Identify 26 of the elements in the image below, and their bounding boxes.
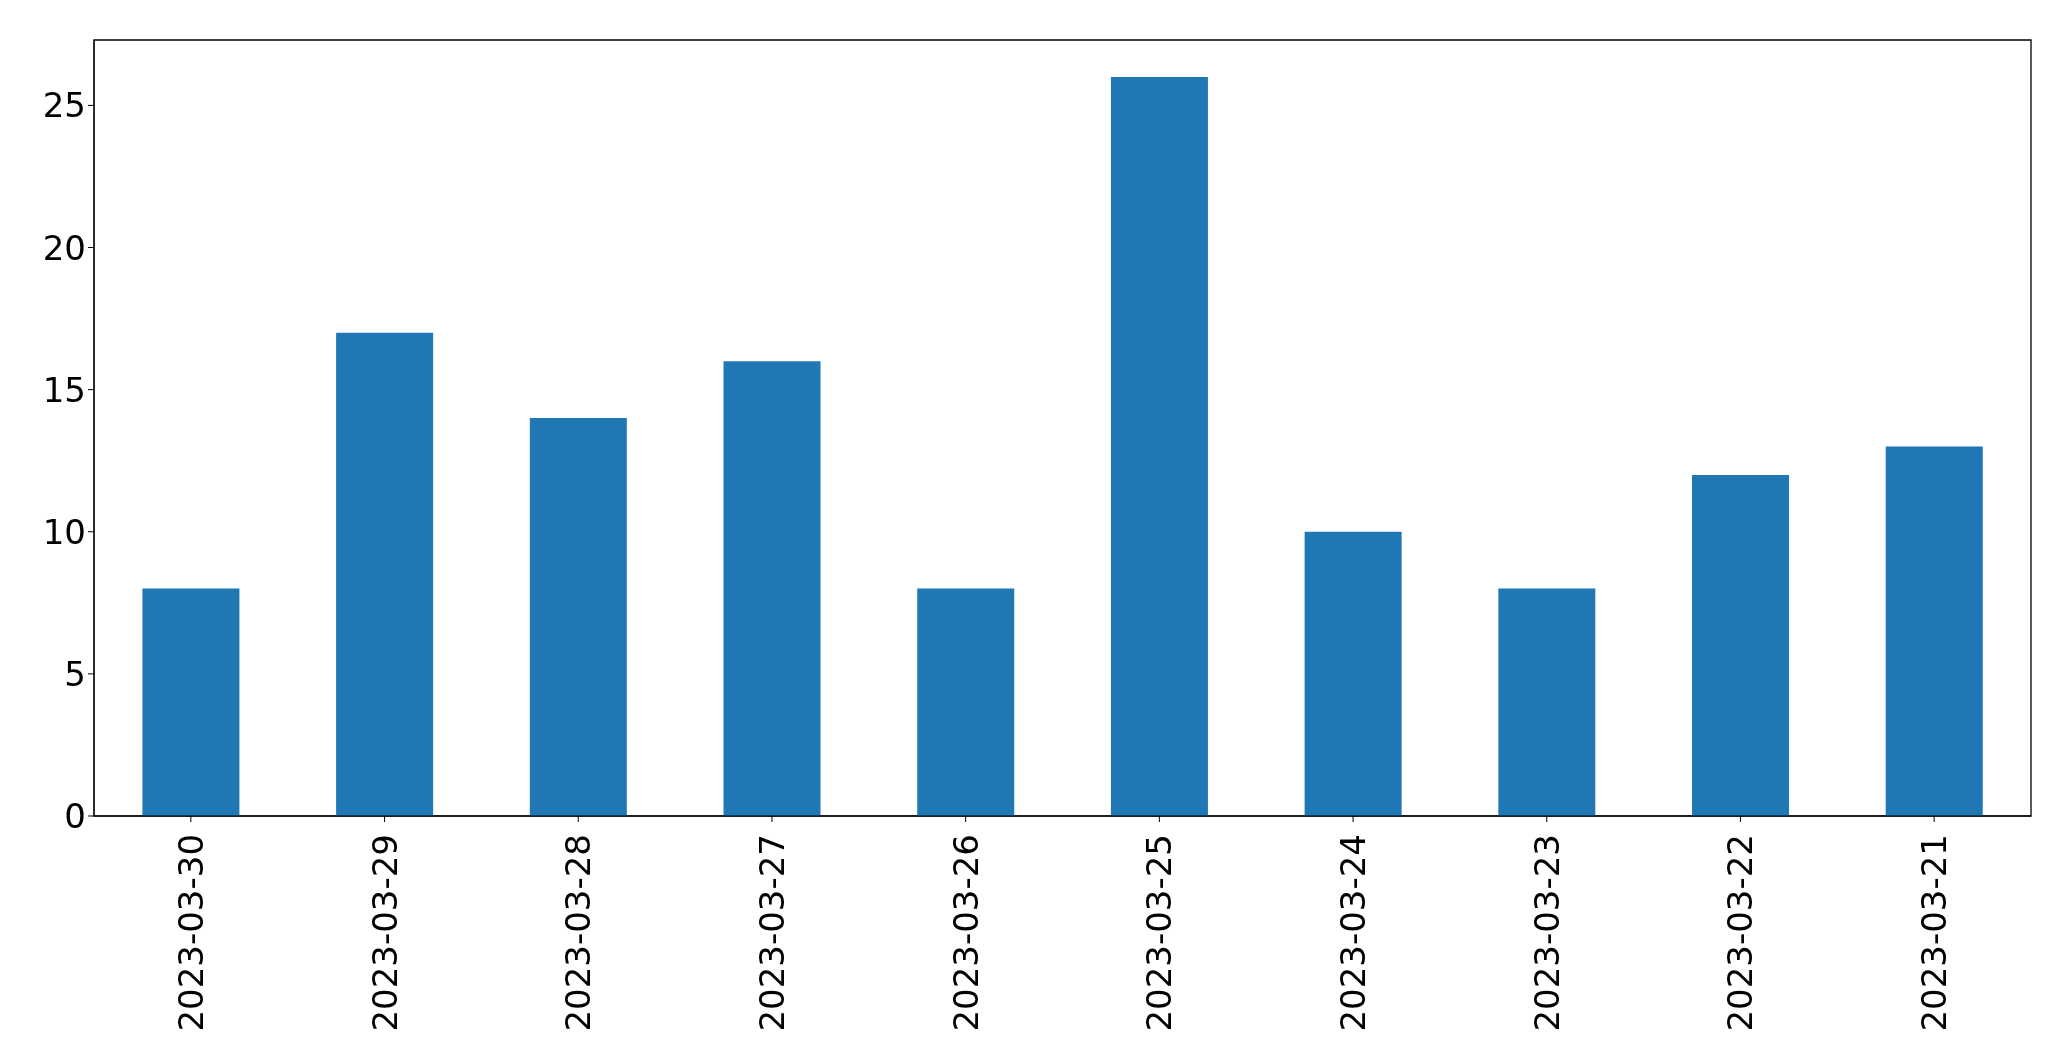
- x-tick-label: 2023-03-24: [1333, 834, 1374, 1032]
- bar: [336, 332, 434, 816]
- x-tick-label: 2023-03-21: [1914, 834, 1955, 1032]
- bar: [1498, 588, 1596, 816]
- x-tick-label: 2023-03-23: [1526, 834, 1567, 1032]
- x-tick-label: 2023-03-30: [170, 834, 211, 1032]
- x-tick-label: 2023-03-28: [558, 834, 599, 1032]
- y-tick-label: 20: [42, 227, 86, 268]
- y-tick-label: 10: [42, 511, 86, 552]
- x-tick-label: 2023-03-26: [945, 834, 986, 1032]
- bar: [723, 361, 821, 816]
- y-tick-label: 15: [42, 369, 86, 410]
- bar: [917, 588, 1015, 816]
- bar: [1692, 474, 1790, 816]
- x-tick-label: 2023-03-22: [1720, 834, 1761, 1032]
- x-tick-label: 2023-03-25: [1139, 834, 1180, 1032]
- bar: [142, 588, 240, 816]
- x-tick-label: 2023-03-29: [364, 834, 405, 1032]
- y-tick-label: 25: [42, 85, 86, 126]
- y-tick-label: 0: [64, 796, 86, 837]
- bar: [1885, 446, 1983, 816]
- bar: [1304, 531, 1402, 816]
- x-tick-label: 2023-03-27: [751, 834, 792, 1032]
- bar: [529, 418, 627, 816]
- y-tick-label: 5: [64, 653, 86, 694]
- bar: [1110, 76, 1208, 816]
